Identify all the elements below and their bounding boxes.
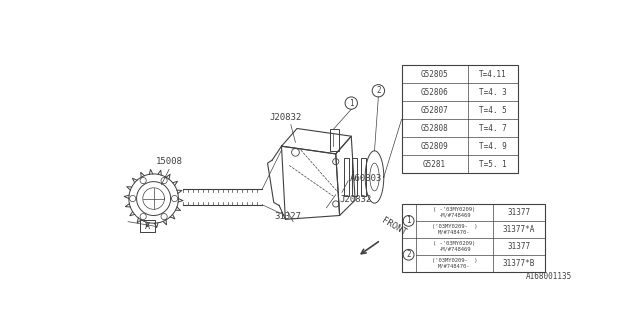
Text: G5281: G5281 [423,160,446,169]
Bar [352,158,358,196]
Text: -M/#748469: -M/#748469 [438,213,470,218]
Text: T=4. 9: T=4. 9 [479,142,507,151]
Text: T=4. 7: T=4. 7 [479,124,507,133]
Text: G52806: G52806 [420,88,449,97]
Text: G52807: G52807 [420,106,449,115]
Text: 15008: 15008 [156,157,182,166]
Text: 31377: 31377 [508,242,531,251]
Text: A: A [145,222,150,231]
Text: A168001135: A168001135 [526,272,572,281]
Text: T=4.11: T=4.11 [479,70,507,79]
Text: 31377*B: 31377*B [503,259,535,268]
Text: J20832: J20832 [340,195,372,204]
Bar [402,204,545,272]
Text: 1: 1 [349,99,353,108]
Text: G52808: G52808 [420,124,449,133]
Text: ( -'03MY0209): ( -'03MY0209) [433,241,476,246]
Text: T=4. 3: T=4. 3 [479,88,507,97]
Text: G52809: G52809 [420,142,449,151]
Text: A60803: A60803 [349,174,382,183]
Text: T=5. 1: T=5. 1 [479,160,507,169]
Text: ('03MY0209-  ): ('03MY0209- ) [431,224,477,229]
Text: T=4. 5: T=4. 5 [479,106,507,115]
Text: M/#748470-: M/#748470- [438,264,470,269]
Text: FRONT: FRONT [380,216,408,237]
Text: 1: 1 [406,216,411,225]
Text: 2: 2 [376,86,381,95]
Bar [402,65,518,173]
Text: J20832: J20832 [269,113,301,122]
Text: 31377: 31377 [508,208,531,217]
Text: 31377*A: 31377*A [503,225,535,234]
Bar [140,220,155,232]
Text: G52805: G52805 [420,70,449,79]
Text: 2: 2 [406,250,411,259]
Text: 31327: 31327 [275,212,301,221]
Text: M/#748470-: M/#748470- [438,230,470,235]
Bar [344,158,349,196]
Bar [360,158,366,196]
Text: ( -'03MY0209): ( -'03MY0209) [433,207,476,212]
Bar [330,129,339,151]
Text: -M/#748469: -M/#748469 [438,247,470,252]
Text: ('03MY0209-  ): ('03MY0209- ) [431,258,477,263]
